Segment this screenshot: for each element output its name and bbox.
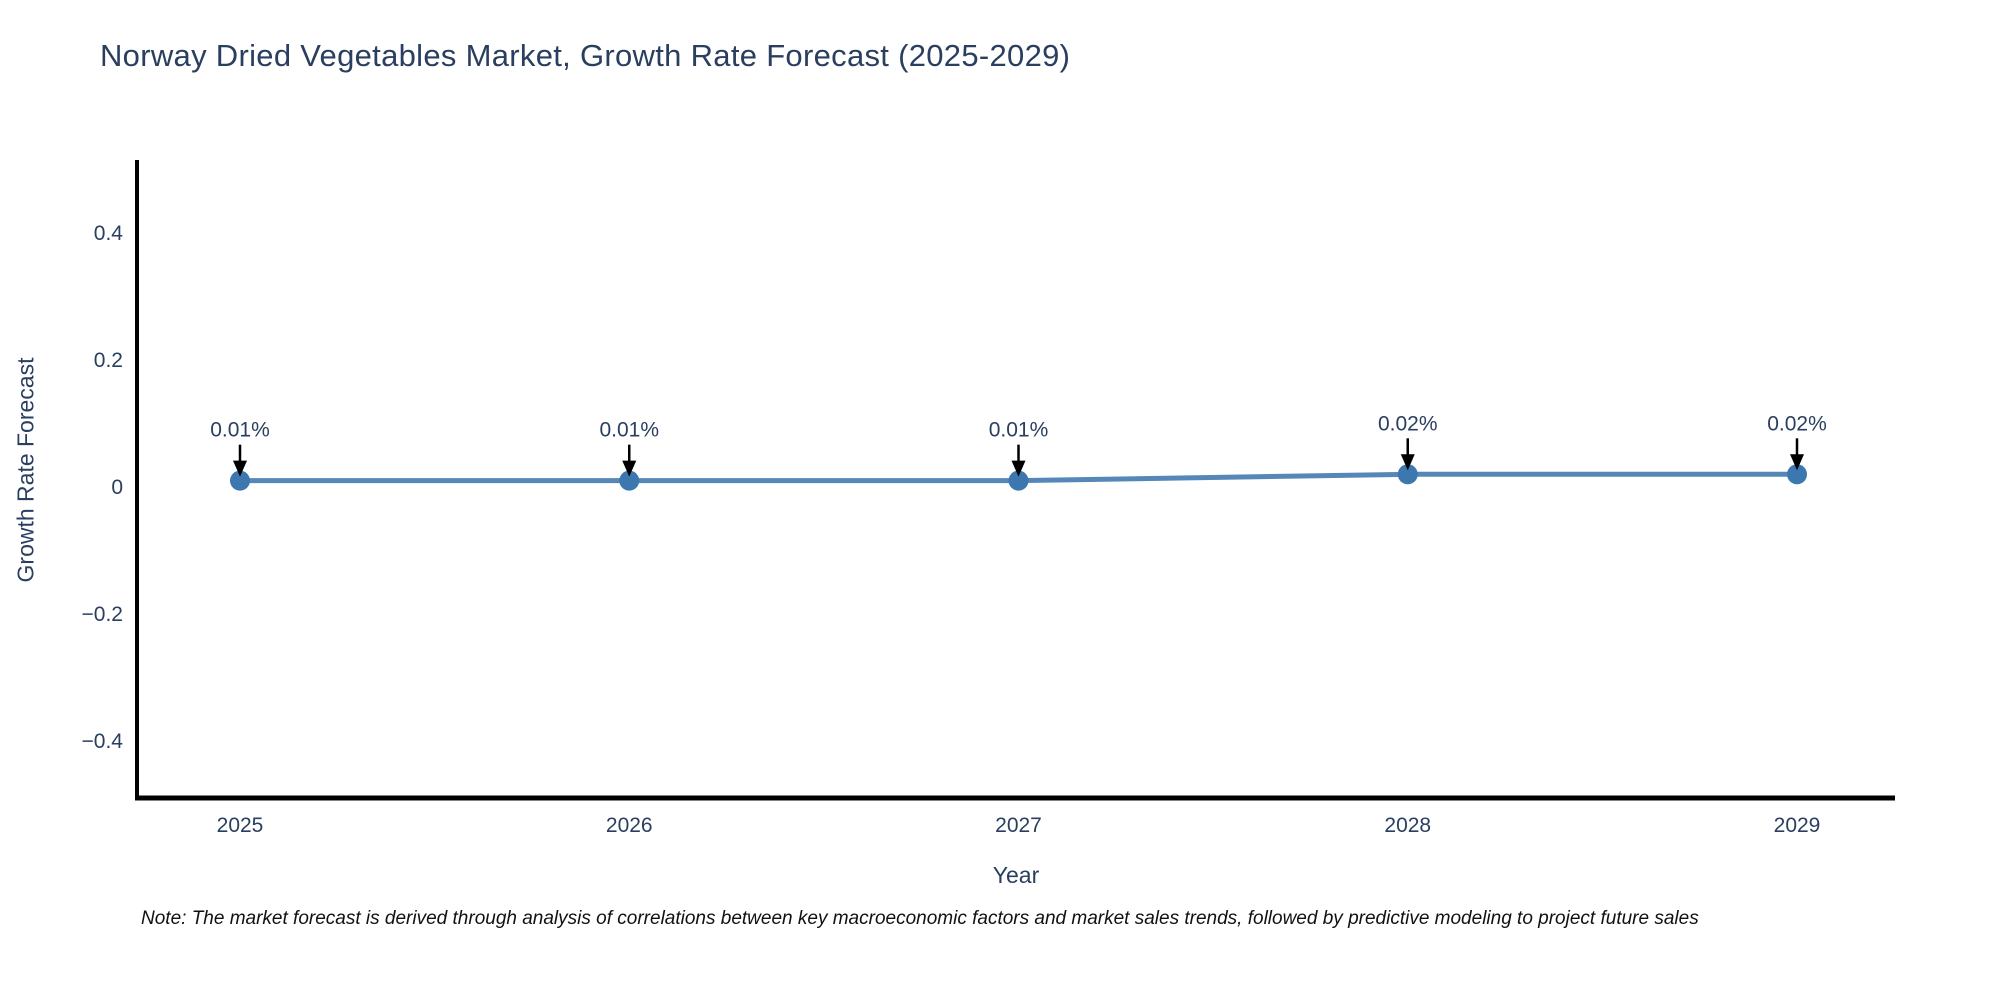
annotation-arrow-head <box>1790 454 1804 471</box>
y-tick-label: −0.4 <box>82 730 124 753</box>
data-point-label: 0.01% <box>210 419 270 442</box>
data-point <box>619 470 640 491</box>
x-tick-label: 2025 <box>217 814 264 837</box>
x-tick-label: 2027 <box>995 814 1042 837</box>
data-point <box>1787 464 1807 485</box>
annotation-arrow-head <box>1011 460 1026 477</box>
data-point <box>230 470 250 491</box>
y-tick-label: 0.2 <box>94 349 123 372</box>
data-point-label: 0.01% <box>599 419 659 442</box>
x-tick-label: 2029 <box>1774 814 1821 837</box>
annotation-arrow-head <box>1400 454 1415 471</box>
x-tick-label: 2028 <box>1384 814 1431 837</box>
annotation-arrow-head <box>622 460 637 477</box>
annotation-arrow-head <box>233 460 247 477</box>
footnote: Note: The market forecast is derived thr… <box>141 908 1699 929</box>
y-tick-label: 0.4 <box>94 222 124 245</box>
chart-title: Norway Dried Vegetables Market, Growth R… <box>100 38 1071 73</box>
data-point <box>1397 464 1418 485</box>
data-point-label: 0.02% <box>1767 412 1827 435</box>
data-point <box>1008 470 1029 491</box>
x-tick-label: 2026 <box>606 814 653 837</box>
data-point-label: 0.01% <box>989 419 1049 442</box>
y-tick-label: 0 <box>111 476 123 499</box>
data-point-label: 0.02% <box>1378 412 1438 435</box>
y-tick-label: −0.2 <box>82 603 123 626</box>
x-axis-title: Year <box>992 862 1040 888</box>
